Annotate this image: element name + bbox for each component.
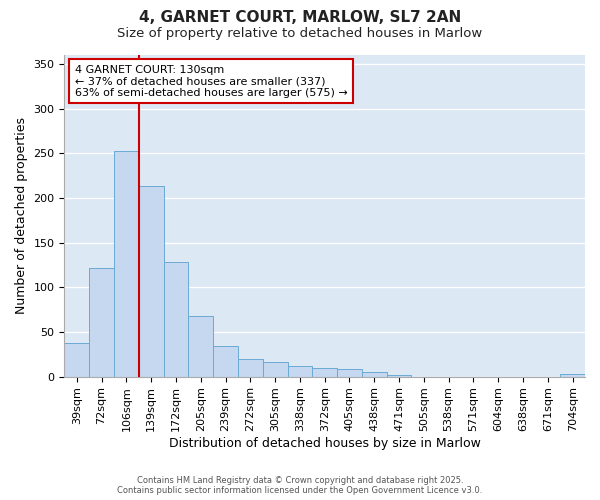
- Bar: [164, 262, 188, 376]
- Text: Size of property relative to detached houses in Marlow: Size of property relative to detached ho…: [118, 28, 482, 40]
- Bar: [263, 362, 287, 376]
- Bar: [287, 366, 313, 376]
- X-axis label: Distribution of detached houses by size in Marlow: Distribution of detached houses by size …: [169, 437, 481, 450]
- Text: 4, GARNET COURT, MARLOW, SL7 2AN: 4, GARNET COURT, MARLOW, SL7 2AN: [139, 10, 461, 25]
- Text: 4 GARNET COURT: 130sqm
← 37% of detached houses are smaller (337)
63% of semi-de: 4 GARNET COURT: 130sqm ← 37% of detached…: [75, 64, 347, 98]
- Bar: [114, 152, 139, 376]
- Bar: [89, 268, 114, 376]
- Bar: [64, 342, 89, 376]
- Bar: [313, 368, 337, 376]
- Bar: [337, 368, 362, 376]
- Bar: [386, 375, 412, 376]
- Bar: [560, 374, 585, 376]
- Bar: [188, 316, 213, 376]
- Bar: [139, 186, 164, 376]
- Bar: [213, 346, 238, 376]
- Y-axis label: Number of detached properties: Number of detached properties: [15, 118, 28, 314]
- Bar: [362, 372, 386, 376]
- Bar: [238, 358, 263, 376]
- Text: Contains HM Land Registry data © Crown copyright and database right 2025.
Contai: Contains HM Land Registry data © Crown c…: [118, 476, 482, 495]
